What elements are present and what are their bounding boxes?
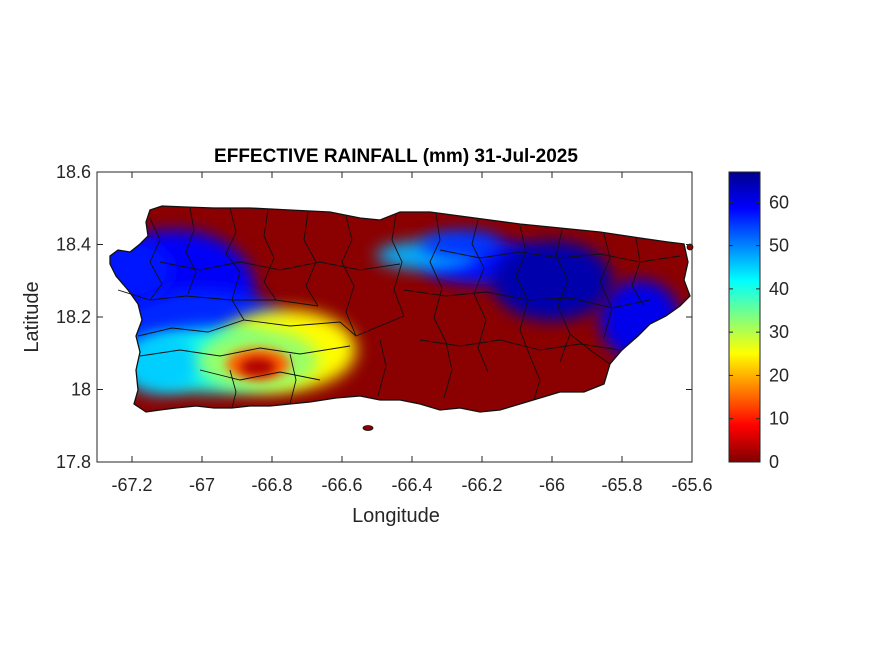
- municipality-boundary: [515, 225, 531, 357]
- colorbar: [728, 171, 761, 463]
- x-axis-ticks: -67.2 -67 -66.8 -66.6 -66.4 -66.2 -66 -65.8 -65.…: [111, 172, 713, 495]
- municipality-boundary: [471, 219, 489, 373]
- municipality-boundary: [199, 369, 321, 381]
- x-tick-label: -66.6: [321, 475, 362, 495]
- x-axis-label: Longitude: [352, 505, 440, 527]
- municipality-boundary: [377, 339, 387, 397]
- municipality-boundary: [117, 289, 319, 307]
- municipality-boundary: [419, 339, 621, 351]
- colorbar-tick-label: 10: [769, 409, 789, 429]
- municipality-boundary: [137, 315, 405, 337]
- colorbar-tick-label: 50: [769, 236, 789, 256]
- y-tick-label: 18.2: [56, 307, 91, 327]
- small-island: [362, 425, 374, 431]
- x-tick-label: -65.6: [671, 475, 712, 495]
- y-axis-ticks: 17.8 18 18.2 18.4 18.6: [56, 162, 692, 472]
- x-tick-label: -66.8: [251, 475, 292, 495]
- municipality-boundary: [631, 237, 645, 307]
- rainfall-feature-core: [240, 358, 276, 377]
- municipality-boundary: [443, 341, 453, 399]
- municipality-boundary: [289, 353, 297, 405]
- municipality-boundary: [429, 213, 447, 343]
- colorbar-tick-label: 20: [769, 365, 789, 385]
- municipality-boundary: [263, 209, 277, 301]
- municipality-boundary: [391, 213, 405, 317]
- municipality-boundary: [341, 215, 357, 337]
- x-tick-label: -66: [539, 475, 565, 495]
- colorbar-tick-label: 0: [769, 452, 779, 472]
- municipality-boundary: [439, 249, 681, 263]
- municipality-boundary: [229, 369, 237, 409]
- y-axis-label: Latitude: [21, 281, 43, 352]
- municipality-boundaries: [117, 207, 681, 409]
- municipality-boundary: [159, 261, 401, 271]
- municipality-boundary: [149, 217, 163, 301]
- x-tick-label: -67.2: [111, 475, 152, 495]
- y-tick-label: 17.8: [56, 452, 91, 472]
- rainfall-feature: [421, 230, 501, 259]
- island-outline: [109, 205, 691, 413]
- municipality-boundary: [529, 355, 541, 401]
- municipality-boundary: [555, 229, 571, 363]
- y-tick-label: 18.6: [56, 162, 91, 182]
- municipality-boundary: [599, 233, 613, 339]
- y-tick-label: 18: [71, 380, 91, 400]
- y-tick-label: 18.4: [56, 235, 91, 255]
- colorbar-ticks: 0 10 20 30 40 50 60: [729, 192, 789, 472]
- municipality-boundary: [303, 211, 319, 307]
- x-tick-label: -66.2: [461, 475, 502, 495]
- municipality-boundary: [403, 289, 651, 309]
- rainfall-feature: [120, 334, 200, 395]
- rainfall-field: [110, 230, 680, 395]
- rainfall-map: [109, 205, 694, 431]
- x-tick-label: -65.8: [601, 475, 642, 495]
- colorbar-tick-label: 30: [769, 322, 789, 342]
- colorbar-tick-label: 40: [769, 279, 789, 299]
- municipality-boundary: [139, 345, 351, 357]
- colorbar-tick-label: 60: [769, 192, 789, 212]
- rainfall-feature: [492, 240, 612, 321]
- municipality-boundary: [185, 207, 197, 295]
- municipality-boundary: [569, 333, 611, 365]
- chart-title: EFFECTIVE RAINFALL (mm) 31-Jul-2025: [214, 146, 578, 167]
- x-tick-label: -67: [189, 475, 215, 495]
- x-tick-label: -66.4: [391, 475, 432, 495]
